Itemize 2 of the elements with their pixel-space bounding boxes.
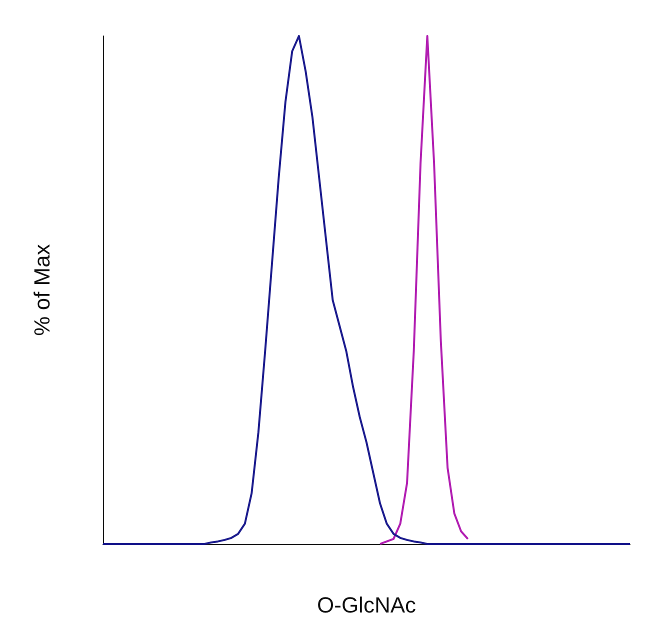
y-axis-title: % of Max — [30, 244, 54, 336]
x-axis-title: O-GlcNAc — [317, 592, 416, 618]
